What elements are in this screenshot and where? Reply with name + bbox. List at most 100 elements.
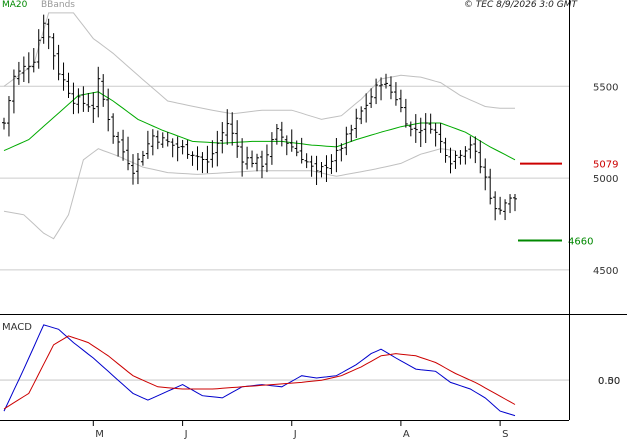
ohlc-bar bbox=[513, 193, 517, 212]
time-tick-label: M bbox=[95, 429, 104, 440]
ohlc-bar bbox=[2, 117, 6, 130]
ohlc-bar bbox=[498, 196, 503, 215]
ohlc-bar bbox=[374, 78, 379, 105]
time-tick-label: J bbox=[293, 429, 297, 440]
ohlc-bar bbox=[463, 146, 468, 165]
bbands-legend: BBands bbox=[41, 0, 75, 10]
ohlc-bar bbox=[269, 132, 274, 165]
ohlc-bar bbox=[250, 150, 255, 168]
ma20-line bbox=[3, 91, 516, 161]
ohlc-bar bbox=[393, 82, 398, 106]
ohlc-bar bbox=[488, 168, 493, 205]
ohlc-bar bbox=[503, 199, 508, 221]
price-tick-label: 5500 bbox=[593, 82, 618, 93]
ohlc-bar bbox=[384, 73, 389, 89]
ohlc-bar bbox=[433, 123, 438, 147]
price-tick-label: 4500 bbox=[593, 266, 618, 277]
ohlc-bar bbox=[101, 74, 106, 107]
ohlc-bar bbox=[309, 155, 314, 177]
ohlc-bar bbox=[364, 93, 369, 123]
bbands-layer bbox=[3, 12, 515, 240]
ohlc-bar bbox=[51, 33, 56, 70]
ohlc-bar bbox=[255, 153, 260, 172]
ohlc-bar bbox=[443, 137, 448, 163]
ohlc-bar bbox=[299, 137, 304, 164]
levels-layer: 5079 4660 bbox=[518, 160, 618, 248]
ohlc-bar bbox=[339, 143, 344, 162]
ohlc-bar bbox=[319, 161, 324, 178]
ohlc-bar bbox=[403, 98, 408, 128]
ohlc-bar bbox=[483, 158, 488, 191]
ohlc-bar bbox=[398, 89, 403, 113]
ohlc-bar bbox=[91, 92, 96, 123]
ohlc-bar bbox=[369, 88, 374, 108]
ohlc-bar bbox=[36, 29, 41, 69]
ohlc-bar bbox=[344, 126, 349, 156]
ohlc-bar bbox=[245, 146, 250, 170]
ohlc-bar bbox=[135, 152, 140, 185]
ohlc-bar bbox=[408, 121, 413, 137]
ohlc-bar bbox=[130, 154, 135, 185]
macd-title: MACD bbox=[2, 322, 32, 333]
ohlc-bar bbox=[413, 114, 418, 143]
macd-tick-label: 0.50 bbox=[598, 376, 620, 387]
chart-frame bbox=[0, 0, 627, 421]
ohlc-bar bbox=[225, 109, 230, 145]
macd-panel: MACD 0.500.00 bbox=[0, 322, 620, 417]
ohlc-bars bbox=[2, 14, 517, 221]
ohlc-bar bbox=[359, 106, 364, 125]
ohlc-bar bbox=[418, 117, 423, 147]
price-axis: 5500 5000 4500 bbox=[593, 82, 618, 277]
bband-upper-line bbox=[3, 12, 515, 120]
ohlc-bar bbox=[468, 136, 473, 159]
ohlc-bar bbox=[150, 129, 155, 156]
ohlc-bar bbox=[145, 130, 150, 159]
ohlc-bar bbox=[215, 130, 220, 167]
ohlc-bar bbox=[180, 139, 185, 155]
time-tick-label: A bbox=[403, 429, 410, 440]
ohlc-bar bbox=[259, 150, 264, 179]
ohlc-bar bbox=[438, 123, 443, 153]
ohlc-bar bbox=[16, 61, 21, 85]
ohlc-bar bbox=[26, 52, 31, 84]
ohlc-bar bbox=[329, 154, 334, 174]
ohlc-bar bbox=[423, 113, 428, 144]
ohlc-bar bbox=[453, 150, 458, 169]
ohlc-bar bbox=[235, 120, 240, 158]
ohlc-bar bbox=[170, 138, 175, 158]
ohlc-bar bbox=[121, 129, 126, 161]
time-tick-label: J bbox=[184, 429, 188, 440]
ohlc-bar bbox=[448, 147, 453, 174]
bband-lower-line bbox=[3, 148, 456, 240]
macd-tick-label: 0.00 bbox=[598, 376, 620, 387]
copyright-text: © TEC 8/9/2026 3:0 GMT bbox=[463, 0, 577, 10]
ohlc-bar bbox=[31, 48, 36, 73]
ohlc-bar bbox=[314, 155, 319, 185]
ohlc-bar bbox=[473, 136, 478, 164]
ohlc-bar bbox=[56, 44, 61, 81]
ohlc-bar bbox=[165, 131, 170, 147]
ohlc-bar bbox=[185, 140, 190, 159]
ohlc-bar bbox=[116, 131, 121, 157]
ohlc-bar bbox=[230, 112, 235, 146]
signal-line bbox=[3, 335, 516, 410]
ohlc-bar bbox=[428, 113, 433, 134]
ohlc-bar bbox=[86, 92, 91, 112]
ohlc-bar bbox=[111, 113, 116, 144]
ohlc-bar bbox=[294, 140, 299, 157]
ohlc-bar bbox=[160, 132, 165, 148]
ohlc-bar bbox=[126, 136, 131, 171]
ohlc-bar bbox=[11, 69, 16, 114]
ohlc-bar bbox=[106, 88, 111, 132]
ohlc-bar bbox=[279, 121, 284, 147]
ohlc-bar bbox=[240, 138, 245, 177]
ohlc-bar bbox=[379, 77, 384, 101]
ohlc-bar bbox=[6, 96, 11, 137]
ohlc-bar bbox=[388, 76, 393, 100]
ohlc-bar bbox=[175, 136, 180, 162]
ohlc-bar bbox=[21, 56, 26, 83]
ohlc-bar bbox=[66, 72, 71, 98]
ohlc-bar bbox=[324, 155, 329, 183]
